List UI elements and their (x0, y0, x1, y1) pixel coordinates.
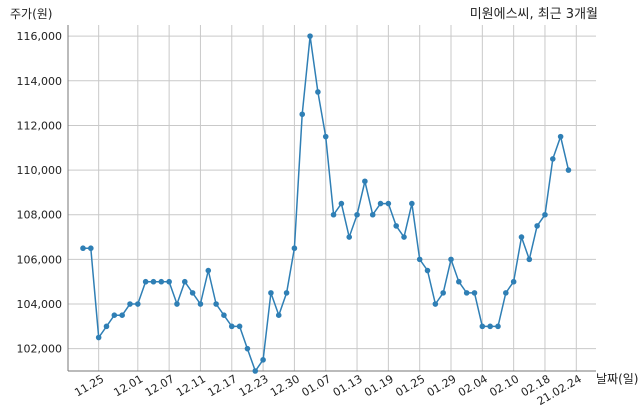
series (80, 33, 572, 374)
x-tick-label: 02.04 (456, 372, 490, 399)
grid (68, 25, 596, 371)
x-tick-label: 12.23 (237, 372, 271, 399)
x-tick-label: 12.11 (174, 372, 208, 399)
chart-title: 미원에스씨, 최근 3개월 (470, 7, 598, 22)
data-point (542, 211, 548, 218)
x-tick-label: 01.07 (299, 372, 333, 399)
x-tick-label: 11.25 (72, 372, 106, 399)
x-tick-labels: 11.25 12.0112.0712.1112.1712.2312.3001.07… (72, 372, 583, 408)
data-point (409, 200, 415, 207)
x-tick-label: 12.17 (205, 372, 239, 399)
data-point (228, 323, 235, 330)
data-point (503, 290, 509, 296)
data-point (463, 290, 470, 296)
y-tick-label: 114,000 (17, 75, 63, 88)
data-point (197, 301, 204, 307)
axes (67, 25, 596, 372)
data-point (80, 245, 86, 252)
data-point (401, 234, 407, 240)
x-tick-label: 02.10 (487, 372, 521, 399)
data-point (354, 211, 360, 218)
data-point (135, 301, 141, 307)
data-point (369, 211, 376, 218)
y-tick-labels: 102,000 104,000 106,000 108,000 110,000 112,0… (17, 30, 63, 356)
data-point (189, 290, 196, 296)
data-point (260, 357, 266, 363)
y-tick-label: 112,000 (17, 119, 63, 132)
data-point (432, 301, 439, 307)
data-point (174, 301, 180, 307)
data-point (518, 234, 525, 240)
data-point (557, 133, 564, 140)
data-point (393, 223, 400, 229)
data-point (534, 223, 540, 229)
data-point (268, 290, 274, 296)
data-point (142, 278, 149, 285)
data-point (338, 200, 345, 207)
data-point (307, 33, 313, 39)
x-tick-label: 01.19 (362, 372, 396, 399)
data-point (283, 290, 290, 296)
y-tick-label: 104,000 (17, 298, 63, 311)
data-point (181, 278, 188, 285)
x-tick-label: 01.25 (393, 372, 427, 399)
data-point (221, 312, 227, 318)
data-point (127, 301, 133, 307)
x-tick-label: 12.30 (268, 372, 302, 399)
data-point (385, 200, 392, 207)
data-point (315, 89, 321, 95)
data-point (291, 245, 298, 252)
x-tick-label: 01.13 (331, 372, 365, 399)
data-point (236, 323, 243, 330)
data-point (119, 312, 125, 318)
data-point (424, 267, 431, 274)
data-point (322, 133, 329, 140)
data-point (95, 334, 102, 341)
y-axis-label: 주가(원) (10, 7, 52, 21)
x-tick-label: 12.01 (112, 372, 146, 399)
data-point (252, 368, 259, 374)
data-point (103, 323, 110, 330)
data-point (440, 290, 446, 296)
data-point (416, 256, 423, 263)
data-point (510, 278, 517, 285)
data-point (456, 278, 462, 285)
x-axis-label: 날짜(일) (596, 372, 638, 386)
y-tick-label: 110,000 (17, 164, 63, 177)
data-point (495, 323, 501, 330)
data-point (479, 323, 486, 330)
data-point (330, 211, 337, 218)
data-point (487, 323, 493, 330)
data-point (550, 156, 556, 162)
data-point (377, 200, 384, 207)
data-point (88, 245, 94, 252)
data-point (526, 256, 533, 263)
data-point (471, 290, 478, 296)
x-tick-label: 12.07 (143, 372, 177, 399)
data-point (244, 345, 251, 352)
data-point (299, 111, 306, 118)
data-point (150, 278, 157, 285)
data-point (565, 167, 572, 173)
data-point (166, 278, 172, 285)
y-tick-label: 116,000 (17, 30, 63, 43)
data-point (205, 267, 212, 274)
x-tick-label: 01.29 (425, 372, 459, 399)
y-tick-label: 102,000 (17, 343, 63, 356)
data-point (158, 278, 165, 285)
data-point (213, 301, 219, 307)
data-point (448, 256, 454, 263)
data-point (275, 312, 282, 318)
data-point (346, 234, 353, 240)
data-point (111, 312, 118, 318)
y-tick-label: 106,000 (17, 253, 63, 266)
data-point (362, 178, 368, 185)
y-tick-label: 108,000 (17, 209, 63, 222)
